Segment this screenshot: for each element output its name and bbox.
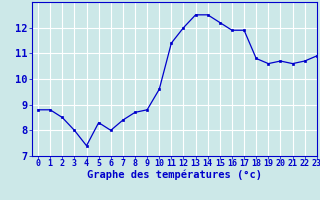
X-axis label: Graphe des températures (°c): Graphe des températures (°c) <box>87 170 262 180</box>
